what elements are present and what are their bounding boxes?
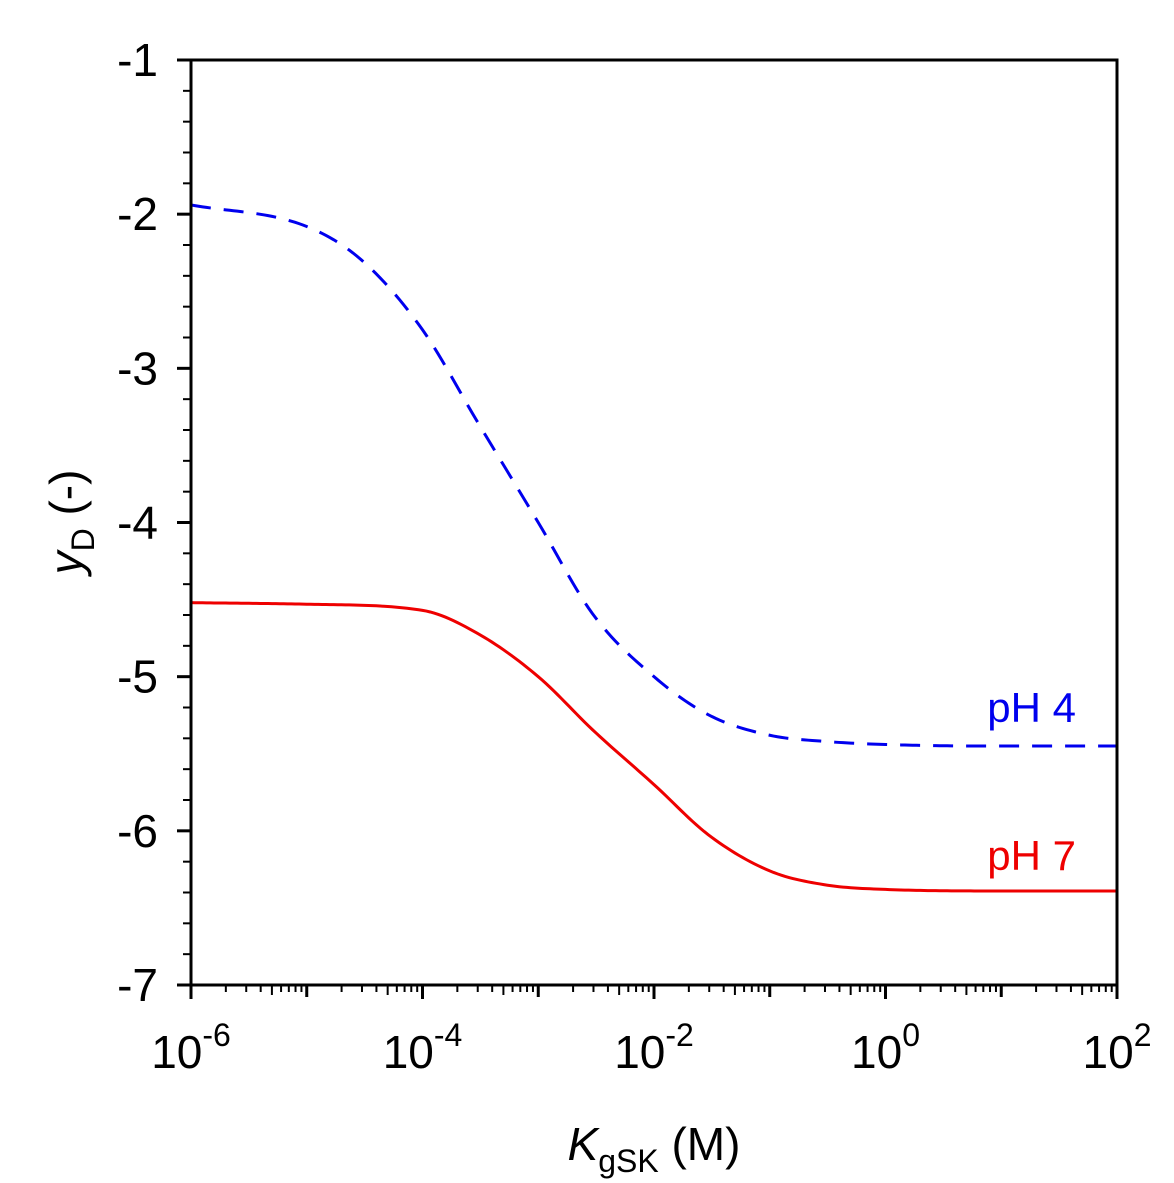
y-tick-label: -5 [117, 651, 158, 703]
x-tick-base: 10 [383, 1026, 434, 1078]
x-tick-base: 10 [851, 1026, 902, 1078]
x-tick-exponent: -4 [434, 1017, 462, 1053]
plot-frame [189, 58, 1119, 987]
x-axis-subscript: gSK [598, 1143, 658, 1179]
y-tick-label: -2 [117, 188, 158, 240]
x-tick-base: 10 [614, 1026, 665, 1078]
y-tick-label: -4 [117, 497, 158, 549]
y-axis-title: yD (-) [40, 470, 101, 578]
x-tick-label: 10-6 [151, 1017, 231, 1078]
y-axis-symbol: y [40, 548, 92, 577]
y-tick-label: -1 [117, 34, 158, 86]
x-tick-exponent: 0 [902, 1017, 920, 1053]
minor-ticks [183, 89, 1113, 995]
x-tick-label: 10-2 [614, 1017, 694, 1078]
major-ticks [177, 58, 1119, 999]
series-label-ph7: pH 7 [987, 832, 1076, 879]
series-line-ph7 [190, 601, 1117, 893]
y-tick-labels: -1 -2 -3 -4 -5 -6 -7 [117, 34, 158, 1011]
x-tick-exponent: -2 [665, 1017, 693, 1053]
y-tick-label: -6 [117, 805, 158, 857]
x-tick-label: 10-4 [383, 1017, 463, 1078]
x-tick-exponent: 2 [1134, 1017, 1152, 1053]
series-line-ph4 [190, 203, 1117, 748]
x-axis-symbol: K [568, 1118, 601, 1170]
x-axis-unit: (M) [659, 1118, 741, 1170]
x-tick-exponent: -6 [202, 1017, 230, 1053]
y-axis-unit: (-) [40, 470, 92, 529]
y-tick-label: -7 [117, 959, 158, 1011]
y-tick-label: -3 [117, 342, 158, 394]
x-tick-labels: 10-6 10-4 10-2 100 102 [151, 1017, 1151, 1078]
x-tick-label: 100 [851, 1017, 920, 1078]
x-tick-base: 10 [1083, 1026, 1134, 1078]
x-axis-title: KgSK (M) [568, 1118, 741, 1179]
x-tick-label: 102 [1083, 1017, 1152, 1078]
y-axis-subscript: D [65, 528, 101, 551]
x-tick-base: 10 [151, 1026, 202, 1078]
series-layer [190, 203, 1117, 893]
series-label-ph4: pH 4 [987, 684, 1076, 731]
